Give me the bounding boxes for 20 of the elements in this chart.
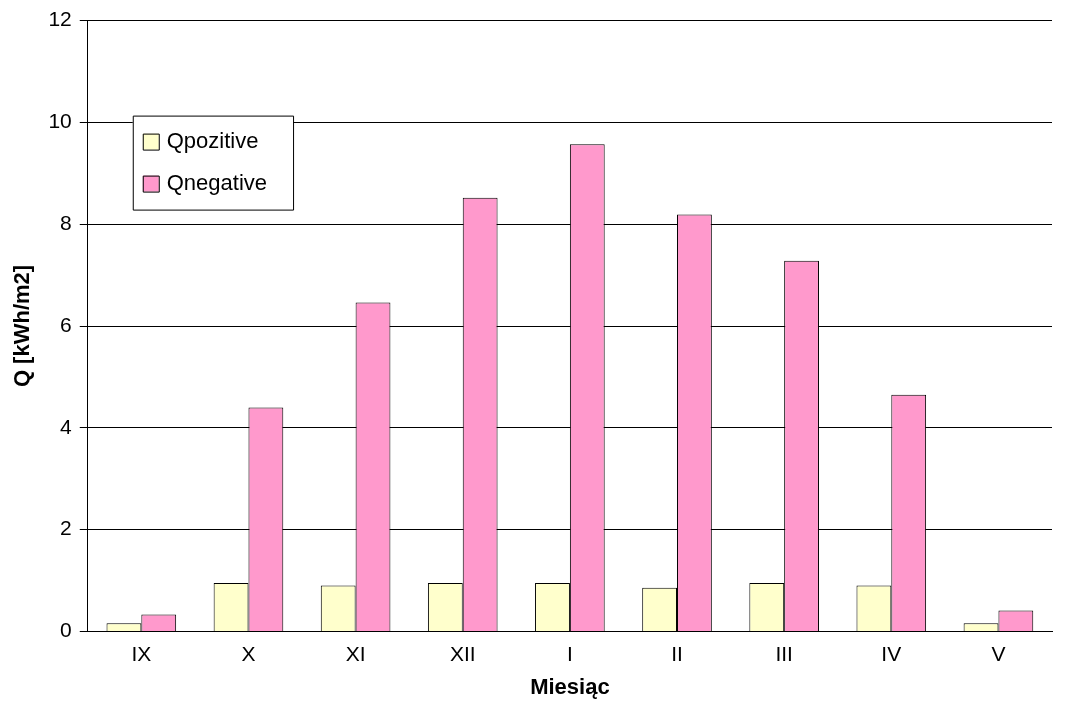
y-axis-title: Q [kWh/m2] <box>9 264 35 388</box>
y-tick-label: 4 <box>60 414 73 438</box>
y-tick-label: 10 <box>48 109 72 133</box>
x-tick-label: I <box>566 641 573 665</box>
legend-label: Qnegative <box>166 169 268 195</box>
x-tick-label: III <box>775 641 793 665</box>
y-tick-label: 12 <box>48 7 72 31</box>
x-tick-label: II <box>671 641 683 665</box>
y-tick-label: 8 <box>60 211 72 234</box>
x-tick-label: XI <box>345 641 366 665</box>
y-tick-label: 2 <box>60 516 72 540</box>
x-tick-label: X <box>241 641 256 665</box>
x-tick-label: XII <box>449 641 476 665</box>
x-axis-title: Miesiąc <box>530 673 610 699</box>
y-tick-label: 6 <box>60 312 72 336</box>
legend-label: Qpozitive <box>166 127 259 153</box>
x-tick-label: IX <box>131 641 152 665</box>
y-tick-label: 0 <box>60 618 72 642</box>
x-tick-label: V <box>991 641 1006 665</box>
x-tick-label: IV <box>881 641 902 665</box>
